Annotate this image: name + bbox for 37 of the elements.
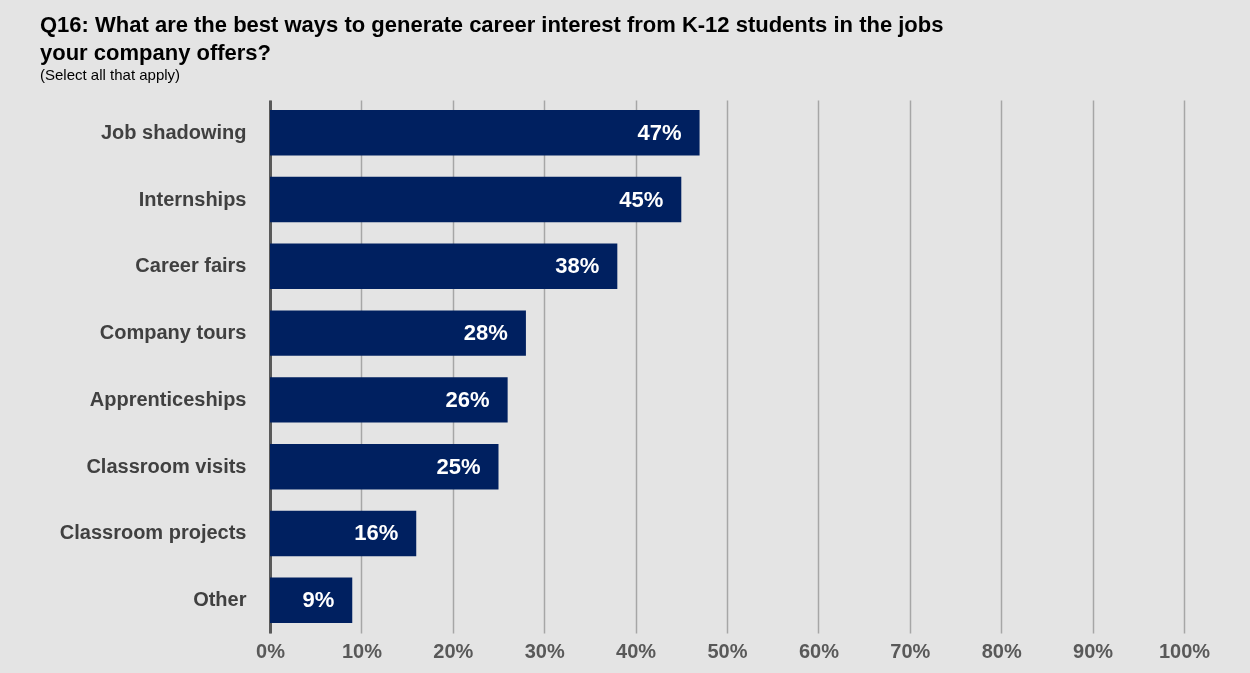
y-tick-label: Classroom visits: [86, 454, 247, 477]
data-label: 47%: [637, 119, 682, 145]
bar: [270, 110, 700, 156]
bar: [270, 310, 526, 356]
y-tick-label: Job shadowing: [100, 120, 247, 143]
bar: [270, 243, 618, 290]
bar: [270, 510, 417, 557]
y-tick-label: Apprenticeships: [89, 387, 247, 410]
data-label: 26%: [445, 386, 490, 412]
y-tick-label: Classroom projects: [59, 521, 247, 544]
y-tick-label: Career fairs: [135, 254, 247, 277]
x-tick-label: 100%: [1158, 639, 1211, 662]
chart-title: Q16: What are the best ways to generate career interest from K-12 students in the jobs your company offers?: [40, 12, 944, 65]
data-label: 38%: [555, 253, 600, 279]
text: (Select all that apply): [40, 66, 181, 83]
x-tick-label: 20%: [433, 639, 474, 662]
x-tick-label: 70%: [890, 639, 931, 662]
y-tick-label: Internships: [138, 187, 247, 210]
x-tick-label: 60%: [798, 639, 840, 662]
y-tick-label: Other: [193, 588, 247, 611]
bar: [270, 443, 499, 490]
data-label: 25%: [436, 453, 481, 479]
x-tick-label: 90%: [1073, 639, 1114, 662]
x-tick-label: 80%: [981, 639, 1022, 662]
bar: [270, 377, 508, 423]
y-tick-label: Company tours: [99, 321, 247, 344]
x-tick-label: 50%: [707, 639, 748, 662]
bar: [270, 577, 353, 623]
data-label: 9%: [302, 587, 335, 613]
x-tick-label: 0%: [256, 639, 286, 662]
data-label: 16%: [354, 520, 399, 546]
data-label: 28%: [463, 320, 508, 346]
data-label: 45%: [619, 186, 664, 212]
bar: [270, 176, 682, 223]
x-tick-label: 10%: [341, 639, 383, 662]
x-tick-label: 30%: [524, 639, 565, 662]
x-tick-label: 40%: [616, 639, 657, 662]
